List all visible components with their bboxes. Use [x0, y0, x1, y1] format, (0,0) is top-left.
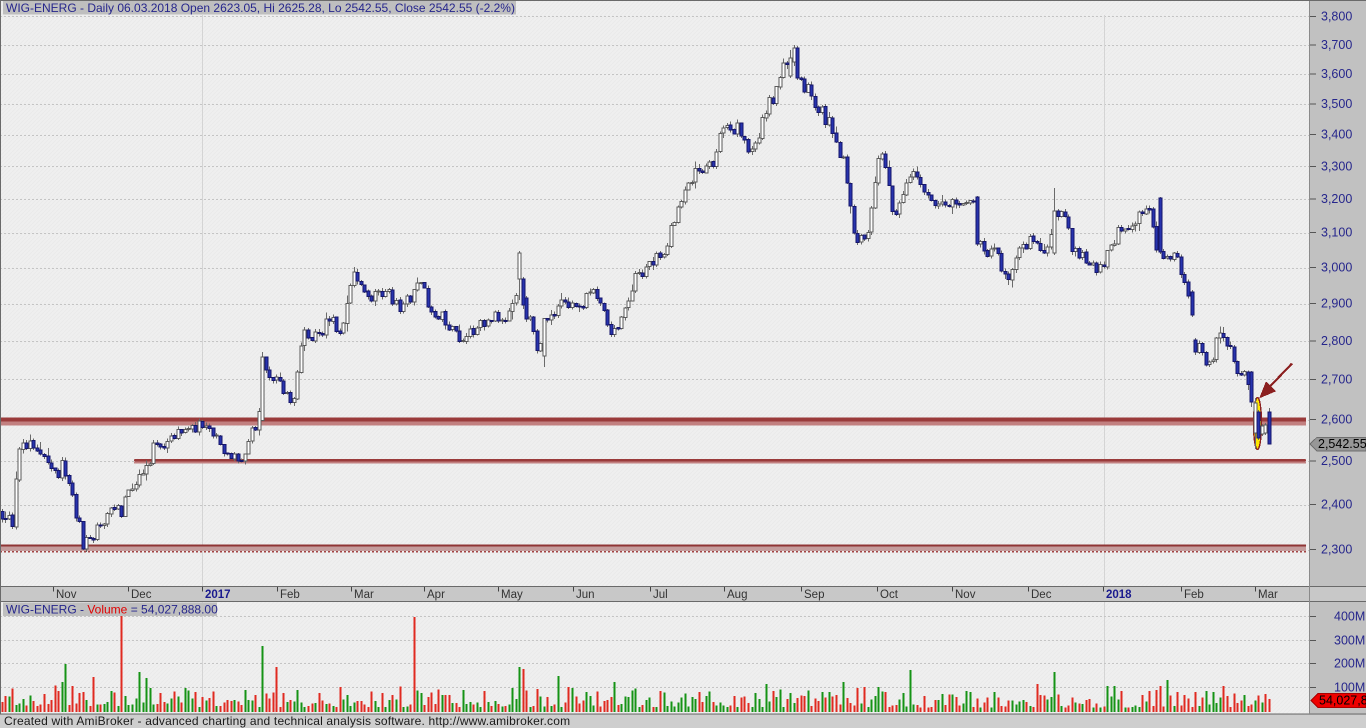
- svg-text:3,600: 3,600: [1321, 67, 1352, 81]
- svg-text:2017: 2017: [205, 589, 231, 601]
- svg-text:Apr: Apr: [427, 589, 445, 601]
- svg-text:Mar: Mar: [1258, 589, 1278, 601]
- svg-text:Sep: Sep: [804, 589, 824, 601]
- svg-text:2,300: 2,300: [1321, 543, 1352, 557]
- svg-text:WIG-ENERG - Daily 06.03.2018 O: WIG-ENERG - Daily 06.03.2018 Open 2623.0…: [6, 1, 515, 15]
- svg-text:2,500: 2,500: [1321, 454, 1352, 468]
- svg-text:3,700: 3,700: [1321, 38, 1352, 52]
- svg-text:100M: 100M: [1334, 681, 1365, 695]
- svg-text:Mar: Mar: [354, 589, 374, 601]
- svg-text:400M: 400M: [1334, 610, 1365, 624]
- svg-text:Jul: Jul: [653, 589, 668, 601]
- svg-text:Aug: Aug: [727, 589, 747, 601]
- svg-text:Feb: Feb: [1184, 589, 1204, 601]
- svg-text:2,400: 2,400: [1321, 498, 1352, 512]
- svg-text:200M: 200M: [1334, 657, 1365, 671]
- svg-text:3,000: 3,000: [1321, 261, 1352, 275]
- svg-text:Dec: Dec: [1031, 589, 1052, 601]
- svg-text:Nov: Nov: [56, 589, 77, 601]
- svg-text:Dec: Dec: [131, 589, 152, 601]
- svg-text:3,200: 3,200: [1321, 192, 1352, 206]
- svg-text:2018: 2018: [1106, 589, 1132, 601]
- svg-text:Nov: Nov: [955, 589, 976, 601]
- svg-text:Oct: Oct: [880, 589, 899, 601]
- svg-text:2,600: 2,600: [1321, 413, 1352, 427]
- svg-text:2,700: 2,700: [1321, 372, 1352, 386]
- svg-text:54,027,88: 54,027,88: [1319, 694, 1366, 708]
- svg-text:WIG-ENERG - Volume = 54,027,88: WIG-ENERG - Volume = 54,027,888.00: [6, 603, 218, 617]
- svg-text:3,400: 3,400: [1321, 128, 1352, 142]
- svg-text:3,800: 3,800: [1321, 10, 1352, 24]
- svg-text:3,100: 3,100: [1321, 226, 1352, 240]
- svg-text:3,500: 3,500: [1321, 97, 1352, 111]
- svg-text:May: May: [501, 589, 523, 601]
- svg-text:2,900: 2,900: [1321, 297, 1352, 311]
- svg-text:Feb: Feb: [280, 589, 300, 601]
- svg-text:300M: 300M: [1334, 634, 1365, 648]
- svg-text:2,542.55: 2,542.55: [1318, 437, 1366, 451]
- svg-text:Created with AmiBroker - advan: Created with AmiBroker - advanced charti…: [4, 714, 570, 728]
- svg-text:3,300: 3,300: [1321, 159, 1352, 173]
- svg-text:Jun: Jun: [576, 589, 595, 601]
- svg-text:2,800: 2,800: [1321, 334, 1352, 348]
